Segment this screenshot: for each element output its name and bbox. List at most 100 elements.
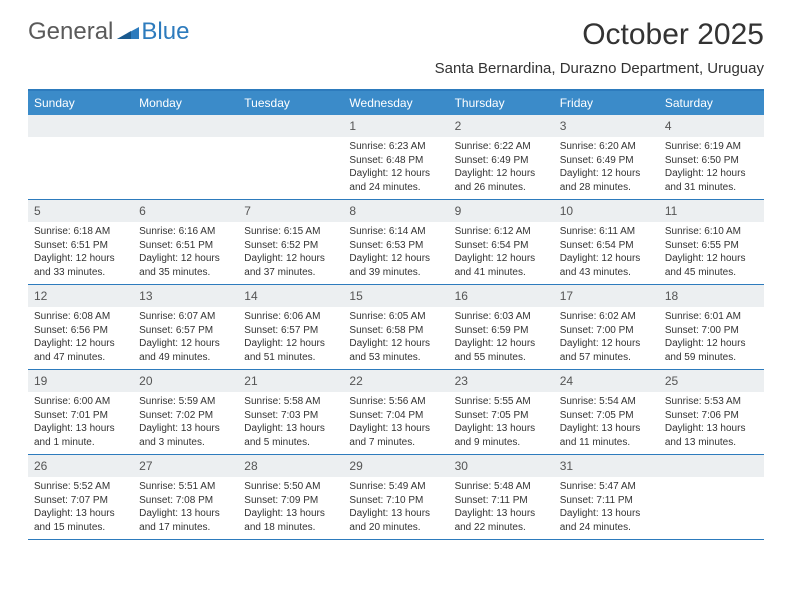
day-cell: 30 Sunrise: 5:48 AMSunset: 7:11 PMDayligh…	[449, 455, 554, 539]
sunset-text: Sunset: 7:00 PM	[560, 324, 653, 338]
day-cell: 25Sunrise: 5:53 AMSunset: 7:06 PMDayligh…	[659, 370, 764, 454]
daylight-text: Daylight: 12 hours and 43 minutes.	[560, 252, 653, 279]
day-number: 23	[449, 370, 554, 392]
day-cell: 4Sunrise: 6:19 AMSunset: 6:50 PMDaylight…	[659, 115, 764, 199]
day-cell: 22Sunrise: 5:56 AMSunset: 7:04 PMDayligh…	[343, 370, 448, 454]
daylight-text: Daylight: 12 hours and 51 minutes.	[244, 337, 337, 364]
day-cell: 27Sunrise: 5:51 AMSunset: 7:08 PMDayligh…	[133, 455, 238, 539]
day-details: Sunrise: 5:52 AMSunset: 7:07 PMDaylight:…	[28, 480, 133, 538]
day-details: Sunrise: 6:20 AMSunset: 6:49 PMDaylight:…	[554, 140, 659, 198]
day-number: 4	[659, 115, 764, 137]
daylight-text: Daylight: 13 hours and 17 minutes.	[139, 507, 232, 534]
sunrise-text: Sunrise: 6:20 AM	[560, 140, 653, 154]
day-cell: 7Sunrise: 6:15 AMSunset: 6:52 PMDaylight…	[238, 200, 343, 284]
day-cell	[133, 115, 238, 199]
daylight-text: Daylight: 13 hours and 1 minute.	[34, 422, 127, 449]
calendar-body: 1Sunrise: 6:23 AMSunset: 6:48 PMDaylight…	[28, 115, 764, 540]
sunset-text: Sunset: 7:09 PM	[244, 494, 337, 508]
day-number: 12	[28, 285, 133, 307]
weekday-header-cell: Tuesday	[238, 91, 343, 115]
daylight-text: Daylight: 13 hours and 22 minutes.	[455, 507, 548, 534]
day-cell: 15Sunrise: 6:05 AMSunset: 6:58 PMDayligh…	[343, 285, 448, 369]
day-number	[238, 115, 343, 137]
weekday-header-cell: Thursday	[449, 91, 554, 115]
sunrise-text: Sunrise: 6:03 AM	[455, 310, 548, 324]
day-details: Sunrise: 5:51 AMSunset: 7:08 PMDaylight:…	[133, 480, 238, 538]
day-number: 6	[133, 200, 238, 222]
day-cell: 23 Sunrise: 5:55 AMSunset: 7:05 PMDayligh…	[449, 370, 554, 454]
day-number: 18	[659, 285, 764, 307]
day-details: Sunrise: 6:18 AMSunset: 6:51 PMDaylight:…	[28, 225, 133, 283]
sunset-text: Sunset: 7:10 PM	[349, 494, 442, 508]
sunrise-text: Sunrise: 6:23 AM	[349, 140, 442, 154]
daylight-text: Daylight: 12 hours and 47 minutes.	[34, 337, 127, 364]
weekday-header-cell: Wednesday	[343, 91, 448, 115]
sunset-text: Sunset: 6:51 PM	[34, 239, 127, 253]
sunrise-text: Sunrise: 5:56 AM	[349, 395, 442, 409]
daylight-text: Daylight: 13 hours and 7 minutes.	[349, 422, 442, 449]
daylight-text: Daylight: 12 hours and 28 minutes.	[560, 167, 653, 194]
daylight-text: Daylight: 12 hours and 55 minutes.	[455, 337, 548, 364]
sunrise-text: Sunrise: 6:11 AM	[560, 225, 653, 239]
sunrise-text: Sunrise: 5:48 AM	[455, 480, 548, 494]
day-cell	[28, 115, 133, 199]
sunrise-text: Sunrise: 6:19 AM	[665, 140, 758, 154]
sunset-text: Sunset: 6:56 PM	[34, 324, 127, 338]
month-title: October 2025	[435, 18, 764, 52]
day-details: Sunrise: 5:55 AMSunset: 7:05 PMDaylight:…	[449, 395, 554, 453]
day-number	[133, 115, 238, 137]
daylight-text: Daylight: 13 hours and 13 minutes.	[665, 422, 758, 449]
daylight-text: Daylight: 12 hours and 49 minutes.	[139, 337, 232, 364]
sunset-text: Sunset: 6:57 PM	[244, 324, 337, 338]
sunset-text: Sunset: 6:54 PM	[455, 239, 548, 253]
sunset-text: Sunset: 6:48 PM	[349, 154, 442, 168]
day-cell: 3 Sunrise: 6:20 AMSunset: 6:49 PMDaylight…	[554, 115, 659, 199]
logo: General Blue	[28, 18, 189, 46]
sunrise-text: Sunrise: 6:07 AM	[139, 310, 232, 324]
sunrise-text: Sunrise: 5:53 AM	[665, 395, 758, 409]
sunrise-text: Sunrise: 5:47 AM	[560, 480, 653, 494]
day-cell: 8 Sunrise: 6:14 AMSunset: 6:53 PMDaylight…	[343, 200, 448, 284]
logo-text-blue: Blue	[141, 18, 189, 46]
week-row: 12 Sunrise: 6:08 AMSunset: 6:56 PMDayligh…	[28, 285, 764, 370]
day-cell	[659, 455, 764, 539]
sunset-text: Sunset: 7:11 PM	[455, 494, 548, 508]
day-number: 15	[343, 285, 448, 307]
day-number: 30	[449, 455, 554, 477]
day-number: 19	[28, 370, 133, 392]
day-details: Sunrise: 6:14 AMSunset: 6:53 PMDaylight:…	[343, 225, 448, 283]
day-cell: 17Sunrise: 6:02 AMSunset: 7:00 PMDayligh…	[554, 285, 659, 369]
sunrise-text: Sunrise: 6:15 AM	[244, 225, 337, 239]
day-details: Sunrise: 6:12 AMSunset: 6:54 PMDaylight:…	[449, 225, 554, 283]
day-cell: 31Sunrise: 5:47 AMSunset: 7:11 PMDayligh…	[554, 455, 659, 539]
daylight-text: Daylight: 12 hours and 26 minutes.	[455, 167, 548, 194]
sunrise-text: Sunrise: 6:10 AM	[665, 225, 758, 239]
sunrise-text: Sunrise: 5:49 AM	[349, 480, 442, 494]
day-number: 13	[133, 285, 238, 307]
sunset-text: Sunset: 6:50 PM	[665, 154, 758, 168]
sunrise-text: Sunrise: 6:05 AM	[349, 310, 442, 324]
sunrise-text: Sunrise: 5:54 AM	[560, 395, 653, 409]
day-number: 8	[343, 200, 448, 222]
sunrise-text: Sunrise: 5:58 AM	[244, 395, 337, 409]
daylight-text: Daylight: 13 hours and 15 minutes.	[34, 507, 127, 534]
daylight-text: Daylight: 13 hours and 5 minutes.	[244, 422, 337, 449]
sunrise-text: Sunrise: 6:01 AM	[665, 310, 758, 324]
day-number: 5	[28, 200, 133, 222]
day-details: Sunrise: 6:06 AMSunset: 6:57 PMDaylight:…	[238, 310, 343, 368]
day-details: Sunrise: 6:08 AMSunset: 6:56 PMDaylight:…	[28, 310, 133, 368]
sunrise-text: Sunrise: 5:50 AM	[244, 480, 337, 494]
sunrise-text: Sunrise: 5:55 AM	[455, 395, 548, 409]
day-number: 11	[659, 200, 764, 222]
sunrise-text: Sunrise: 6:22 AM	[455, 140, 548, 154]
daylight-text: Daylight: 12 hours and 24 minutes.	[349, 167, 442, 194]
daylight-text: Daylight: 13 hours and 3 minutes.	[139, 422, 232, 449]
daylight-text: Daylight: 12 hours and 41 minutes.	[455, 252, 548, 279]
daylight-text: Daylight: 12 hours and 53 minutes.	[349, 337, 442, 364]
day-cell: 21Sunrise: 5:58 AMSunset: 7:03 PMDayligh…	[238, 370, 343, 454]
day-number: 3	[554, 115, 659, 137]
location-subtitle: Santa Bernardina, Durazno Department, Ur…	[435, 60, 764, 77]
day-details: Sunrise: 6:11 AMSunset: 6:54 PMDaylight:…	[554, 225, 659, 283]
day-number: 9	[449, 200, 554, 222]
day-cell: 28Sunrise: 5:50 AMSunset: 7:09 PMDayligh…	[238, 455, 343, 539]
